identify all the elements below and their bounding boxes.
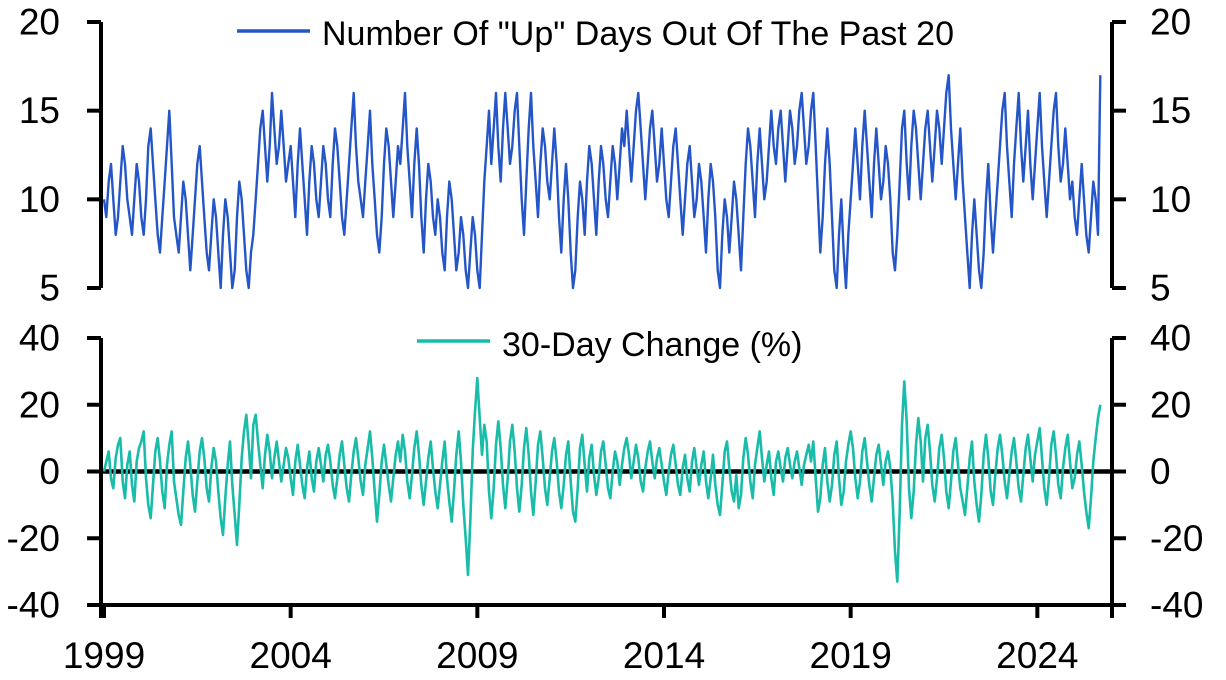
left-y-tick-label: -40: [7, 585, 60, 626]
thirty-day-change-legend: 30-Day Change (%): [417, 326, 802, 364]
up-days-chart: 20 20 15 15 10 10 5 5 Number Of "Up" Days Out O…: [19, 2, 1191, 309]
right-y-tick-label: -40: [1150, 585, 1203, 626]
thirty-day-change-legend-label: 30-Day Change (%): [502, 326, 802, 364]
x-tick-label: 2019: [810, 635, 892, 676]
right-y-tick-label: 5: [1150, 268, 1171, 309]
left-y-tick-label: 40: [19, 318, 60, 359]
right-y-tick-label: 20: [1150, 2, 1191, 43]
left-y-tick-label: 5: [39, 268, 60, 309]
x-tick-label: 2014: [623, 635, 705, 676]
left-y-tick-label: 20: [19, 384, 60, 425]
thirty-day-change-series-line: [102, 376, 1102, 583]
right-y-tick-label: 20: [1150, 384, 1191, 425]
x-tick-label: 2009: [436, 635, 518, 676]
left-y-tick-label: -20: [7, 518, 60, 559]
up-days-axes: 20 20 15 15 10 10 5 5: [19, 2, 1191, 309]
x-tick-label: 2024: [996, 635, 1078, 676]
left-y-tick-label: 20: [19, 2, 60, 43]
right-y-tick-label: 40: [1150, 318, 1191, 359]
up-days-legend-label: Number Of "Up" Days Out Of The Past 20: [322, 15, 954, 53]
up-days-legend: Number Of "Up" Days Out Of The Past 20: [237, 15, 954, 53]
up-days-series-line: [102, 73, 1102, 290]
left-y-tick-label: 15: [19, 90, 60, 131]
x-tick-label: 1999: [63, 635, 145, 676]
left-y-tick-label: 10: [19, 179, 60, 220]
right-y-tick-label: -20: [1150, 518, 1203, 559]
right-y-tick-label: 15: [1150, 90, 1191, 131]
left-y-tick-label: 0: [39, 451, 60, 492]
right-y-tick-label: 0: [1150, 451, 1171, 492]
right-y-tick-label: 10: [1150, 179, 1191, 220]
x-tick-label: 2004: [250, 635, 332, 676]
